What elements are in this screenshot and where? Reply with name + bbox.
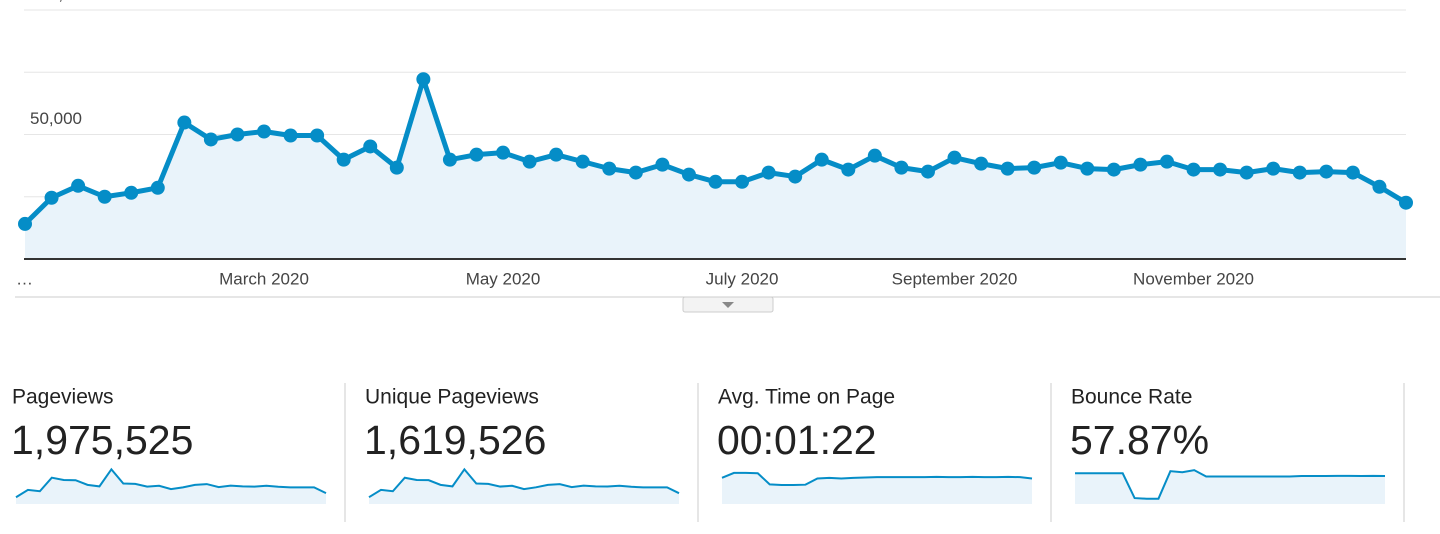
sparkline — [15, 467, 327, 499]
point — [18, 216, 32, 231]
metric-value: 00:01:22 — [717, 417, 877, 463]
point — [947, 150, 962, 165]
point — [1372, 179, 1387, 194]
x-tick-label: … — [16, 269, 33, 288]
point — [1213, 162, 1228, 177]
point — [1133, 157, 1148, 172]
point — [124, 185, 139, 200]
point — [1239, 165, 1254, 180]
point — [1027, 160, 1042, 175]
metric-label: Bounce Rate — [1071, 386, 1192, 409]
point — [894, 160, 909, 175]
point — [97, 189, 112, 204]
main-chart: 50,000 100,000 … March 2020 May 2020 July 202… — [16, 0, 1413, 288]
point — [920, 164, 935, 179]
point — [1266, 161, 1281, 176]
sparkline — [721, 471, 1033, 487]
point — [974, 156, 989, 171]
point — [1159, 154, 1174, 169]
sparkline-area — [722, 472, 1032, 504]
x-tick-label: September 2020 — [892, 269, 1018, 288]
point — [336, 152, 351, 167]
point — [628, 165, 643, 180]
point — [177, 115, 192, 130]
point — [496, 145, 511, 160]
point — [1106, 162, 1121, 177]
point — [71, 178, 86, 193]
point — [363, 139, 378, 154]
point — [469, 147, 484, 162]
point — [1292, 165, 1307, 180]
point — [841, 162, 856, 177]
point — [602, 161, 617, 176]
point — [814, 152, 829, 167]
metric-value: 1,619,526 — [364, 417, 546, 463]
point — [761, 165, 776, 180]
y-tick-label: 100,000 — [30, 0, 91, 3]
area — [25, 79, 1406, 259]
sparkline-area — [1075, 470, 1385, 504]
point — [1000, 161, 1015, 176]
point — [416, 72, 431, 87]
x-tick-label: March 2020 — [219, 269, 309, 288]
point — [655, 157, 670, 172]
point — [389, 160, 404, 175]
metric-card[interactable]: Avg. Time on Page 00:01:22 — [717, 383, 1052, 522]
point — [44, 190, 59, 205]
y-tick-label: 50,000 — [30, 109, 82, 128]
sparkline-area — [369, 469, 679, 504]
sparkline — [1075, 469, 1386, 500]
x-tick-label: November 2020 — [1133, 269, 1254, 288]
point — [735, 174, 750, 189]
point — [549, 147, 564, 162]
point — [1319, 164, 1334, 179]
point — [522, 154, 537, 169]
point — [681, 167, 696, 182]
metric-label: Unique Pageviews — [365, 386, 539, 409]
point — [203, 132, 218, 147]
point — [230, 127, 245, 142]
x-tick-label: July 2020 — [706, 269, 779, 288]
metric-card[interactable]: Bounce Rate 57.87% — [1070, 383, 1405, 522]
point — [1399, 195, 1413, 210]
metric-value: 57.87% — [1070, 417, 1209, 463]
point — [283, 128, 298, 143]
point — [257, 124, 272, 139]
sparkline — [368, 467, 680, 499]
point — [575, 154, 590, 169]
metric-label: Avg. Time on Page — [718, 386, 895, 409]
sparkline-area — [16, 469, 326, 504]
point — [1053, 155, 1068, 170]
metric-label: Pageviews — [12, 386, 114, 409]
point — [442, 152, 457, 167]
point — [788, 169, 803, 184]
point — [1345, 165, 1360, 180]
point — [1186, 162, 1201, 177]
metric-value: 1,975,525 — [11, 417, 193, 463]
point — [1080, 161, 1095, 176]
expand-arrow[interactable] — [722, 302, 734, 308]
x-tick-label: May 2020 — [466, 269, 541, 288]
point — [310, 128, 325, 143]
expand-button[interactable] — [682, 296, 774, 313]
metric-card[interactable]: Pageviews 1,975,525 — [11, 383, 346, 522]
point — [150, 180, 165, 195]
point — [867, 148, 882, 163]
metric-card[interactable]: Unique Pageviews 1,619,526 — [364, 383, 699, 522]
point — [708, 174, 723, 189]
